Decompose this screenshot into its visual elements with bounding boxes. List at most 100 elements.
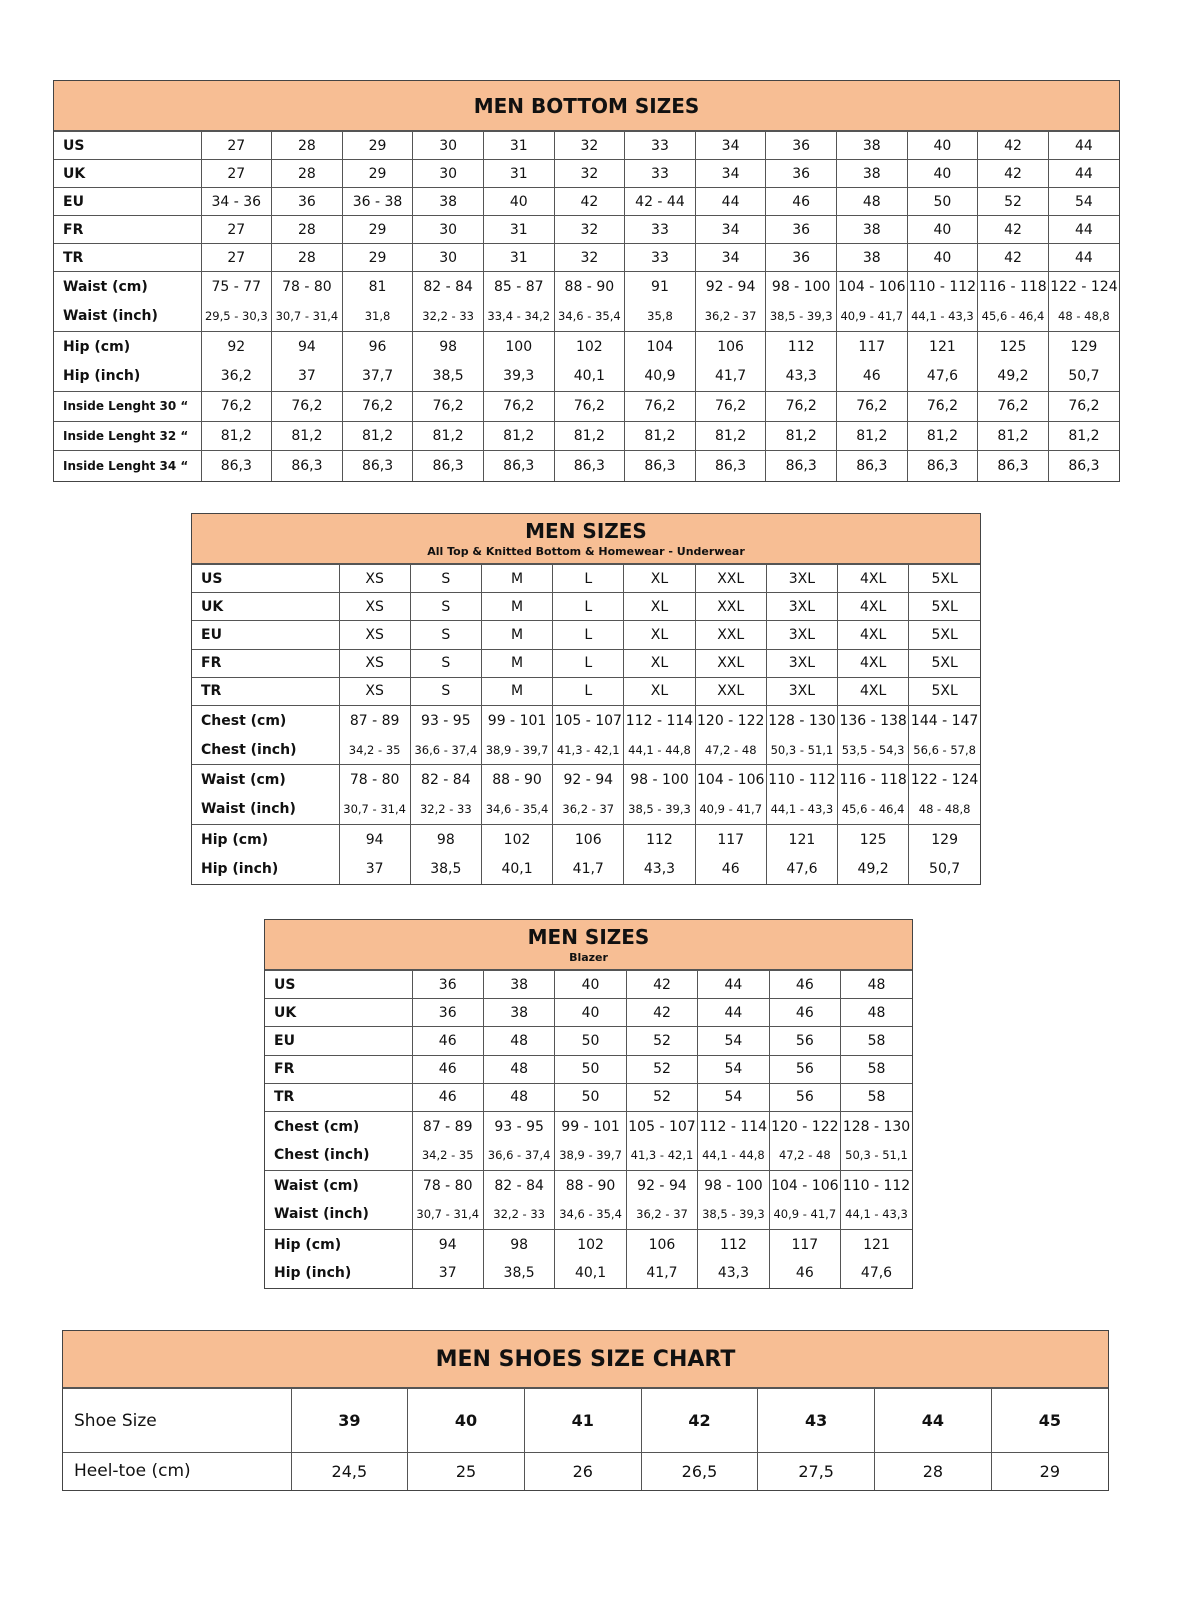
table-cell: 76,2 <box>341 391 414 422</box>
table-cell: 27 <box>200 159 273 188</box>
table-cell: 36 <box>765 215 837 244</box>
table-row: TR XS S M L XL XXL 3XL 4XL 5XL <box>192 676 980 706</box>
table-cell: 38 <box>835 159 908 188</box>
table-cell: 34,6 - 35,4 <box>485 802 549 817</box>
table-cell: 32,2 - 33 <box>422 309 474 323</box>
table-cell: 36,6 - 37,4 <box>414 742 478 757</box>
table-cell-group: 105 - 107 41,3 - 42,1 <box>552 704 625 766</box>
table-row: US 36 38 40 42 44 46 48 <box>265 969 912 1000</box>
table-cell: 38,5 <box>432 368 464 384</box>
table-cell-group: 98 38,5 <box>409 823 482 884</box>
table-title: MEN SIZES <box>525 519 647 543</box>
table-cell-group: 98 38,5 <box>482 1228 556 1289</box>
heel-toe-cell: 27,5 <box>757 1452 876 1490</box>
table-cell: 44,1 - 44,8 <box>628 742 691 757</box>
table-cell: 125 <box>859 832 887 849</box>
table-cell-group: 91 35,8 <box>624 271 696 332</box>
table-cell: 112 <box>720 1236 747 1253</box>
table-cell: 78 - 80 <box>349 772 400 789</box>
table-cell: 94 <box>365 832 384 849</box>
table-cell-group: 102 40,1 <box>554 1228 627 1289</box>
table-cell: 38 <box>835 215 908 244</box>
table-cell: 29 <box>341 131 414 160</box>
table-cell: XL <box>623 592 696 622</box>
table-cell-group: 125 49,2 <box>837 823 910 884</box>
row-label: Hip (cm) <box>201 832 269 849</box>
table-cell: 54 <box>697 1054 770 1084</box>
table-cell: 76,2 <box>977 391 1049 422</box>
table-cell: 91 <box>651 279 669 295</box>
table-cell: 58 <box>840 1082 912 1112</box>
table-cell: 88 - 90 <box>564 279 615 295</box>
table-cell: 81 <box>368 279 387 295</box>
table-cell: 110 - 112 <box>908 279 977 295</box>
table-cell: 81,2 <box>906 420 979 452</box>
table-cell: 46 <box>768 969 842 1000</box>
table-cell: 44 <box>1047 243 1119 272</box>
row-label: UK <box>265 998 413 1028</box>
row-label: US <box>265 969 413 1000</box>
table-cell: 86,3 <box>482 450 555 481</box>
table-cell: L <box>552 592 625 622</box>
table-cell: 43,3 <box>717 1265 749 1282</box>
table-cell: 33,4 - 34,2 <box>487 309 551 323</box>
table-cell-group: 94 37 <box>411 1228 484 1289</box>
table-cell-group: 122 - 124 48 - 48,8 <box>908 764 980 825</box>
table-cell-group: 78 - 80 30,7 - 31,4 <box>271 271 343 332</box>
table-cell: 42 <box>977 131 1049 160</box>
table-cell: 53,5 - 54,3 <box>841 742 905 757</box>
table-cell: 30,7 - 31,4 <box>343 802 406 817</box>
row-label: Inside Lenght 32 “ <box>54 420 202 452</box>
table-cell: 48 <box>482 1054 556 1084</box>
table-cell: 31 <box>482 215 555 244</box>
table-cell: 116 - 118 <box>979 279 1047 295</box>
shoe-table: Shoe Size 39 40 41 42 43 44 45 Heel-toe (cm) 24,5… <box>63 1388 1108 1490</box>
table-cell: 40 <box>554 998 627 1028</box>
table-cell-group: 92 36,2 <box>200 331 273 392</box>
table-cell-group: 110 - 112 44,1 - 43,3 <box>765 764 839 825</box>
table-cell: S <box>409 676 482 706</box>
table-cell: 112 - 114 <box>625 712 694 729</box>
table-cell: L <box>552 648 625 678</box>
row-label-group: Hip (cm) Hip (inch) <box>265 1228 413 1289</box>
table-cell-group: 112 43,3 <box>697 1228 770 1289</box>
table-cell: 50 <box>906 187 979 216</box>
row-label: Inside Lenght 34 “ <box>54 450 202 481</box>
table-row: UK 36 38 40 42 44 46 48 <box>265 998 912 1028</box>
table-row-group: Waist (cm) Waist (inch) 78 - 80 30,7 - 31,4… <box>265 1169 912 1230</box>
table-cell: 81,2 <box>482 420 555 452</box>
table-cell: 106 <box>717 339 744 355</box>
table-cell-group: 112 43,3 <box>623 823 696 884</box>
table-cell: 76,2 <box>835 391 908 422</box>
heel-toe-row: Heel-toe (cm) 24,5 25 26 26,5 27,5 28 29 <box>63 1452 1108 1490</box>
table-cell-group: 92 - 94 36,2 - 37 <box>625 1169 699 1230</box>
table-cell: 40 <box>906 131 979 160</box>
table-cell: 29,5 - 30,3 <box>204 309 268 323</box>
table-cell-group: 98 38,5 <box>412 331 484 392</box>
table-cell: 38,5 - 39,3 <box>702 1207 765 1222</box>
table-cell: 116 - 118 <box>839 772 907 789</box>
shoe-size-cell: 41 <box>523 1388 642 1453</box>
table-cell: 100 <box>505 339 533 355</box>
table-cell: 76,2 <box>553 391 626 422</box>
table-cell: 52 <box>977 187 1049 216</box>
table-cell-group: 94 37 <box>271 331 343 392</box>
row-label: Hip (cm) <box>63 339 131 355</box>
table-cell: M <box>480 676 554 706</box>
table-cell-group: 144 - 147 56,6 - 57,8 <box>908 704 980 766</box>
heel-toe-cell: 24,5 <box>290 1452 409 1490</box>
row-label: Waist (cm) <box>201 772 286 789</box>
table-cell: 4XL <box>837 592 910 622</box>
table-cell: 82 - 84 <box>494 1177 544 1194</box>
table-cell: 52 <box>625 1054 699 1084</box>
row-label-group: Waist (cm) Waist (inch) <box>192 764 340 825</box>
table-cell: 30 <box>412 131 484 160</box>
table-cell-group: 88 - 90 34,6 - 35,4 <box>553 271 626 332</box>
table-cell: 81,2 <box>694 420 767 452</box>
table-cell: 88 - 90 <box>492 772 542 789</box>
table-cell: 3XL <box>765 563 839 594</box>
table-cell: 117 <box>717 832 745 849</box>
table-row-group: Hip (cm) Hip (inch) 94 37 98 38,5 102 40,1 106 41… <box>192 823 980 884</box>
table-row-group: Waist (cm) Waist (inch) 78 - 80 30,7 - 31,4… <box>192 764 980 825</box>
table-cell: 121 <box>929 339 956 355</box>
